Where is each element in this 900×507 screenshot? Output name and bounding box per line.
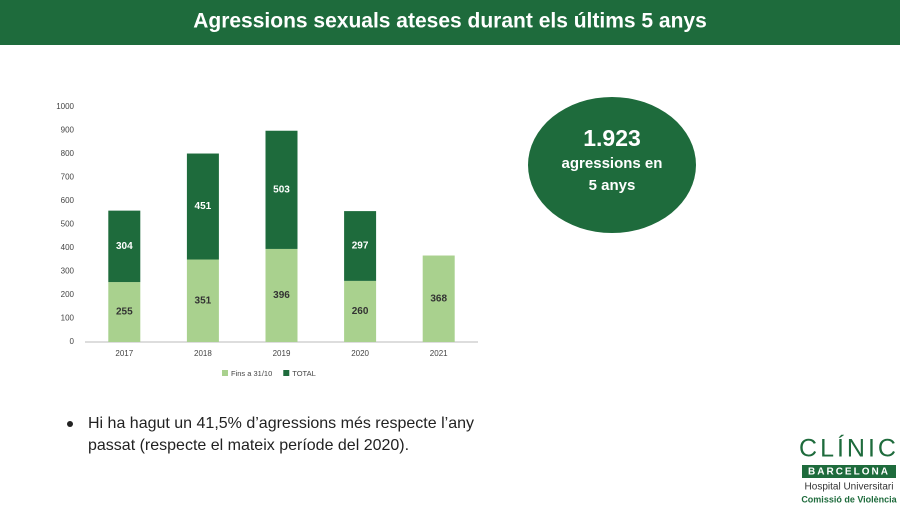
data-label: 396: [273, 290, 290, 301]
y-tick-label: 400: [61, 243, 75, 252]
bar-segment: [108, 210, 141, 283]
logo-subtitle: Hospital Universitari: [805, 482, 894, 493]
bullet-dot: [67, 421, 73, 427]
callout-text: agressions en: [562, 155, 663, 172]
logo-name: CLÍNIC: [799, 434, 899, 463]
data-label: 304: [116, 241, 133, 252]
y-tick-label: 600: [61, 196, 75, 205]
data-label: 368: [430, 293, 447, 304]
legend-label: Fins a 31/10: [231, 369, 272, 378]
x-tick-label: 2019: [273, 349, 291, 358]
data-label: 260: [352, 306, 369, 317]
y-tick-label: 300: [61, 267, 75, 276]
data-label: 503: [273, 184, 290, 195]
data-label: 351: [195, 295, 212, 306]
bar-segment: [186, 153, 219, 260]
y-tick-label: 500: [61, 220, 75, 229]
y-tick-label: 100: [61, 314, 75, 323]
logo-band: [802, 465, 896, 478]
callout-number: 1.923: [583, 125, 641, 151]
x-tick-label: 2020: [351, 349, 369, 358]
x-tick-label: 2017: [115, 349, 133, 358]
logo-city: BARCELONA: [808, 467, 890, 478]
legend-swatch: [222, 370, 228, 376]
bar-segment: [265, 248, 298, 342]
callout-circle: [528, 97, 696, 233]
x-tick-label: 2021: [430, 349, 448, 358]
y-tick-label: 800: [61, 149, 75, 158]
bar-segment: [186, 259, 219, 342]
y-tick-label: 700: [61, 173, 75, 182]
bar-segment: [344, 211, 377, 281]
bar-segment: [265, 130, 298, 249]
callout-text: 5 anys: [589, 177, 636, 194]
y-tick-label: 900: [61, 126, 75, 135]
data-label: 297: [352, 241, 369, 252]
chart: 0 100 200 300 400 500 600 700 800 900 1000 2017 255 3…: [56, 102, 478, 378]
legend-label: TOTAL: [292, 369, 315, 378]
legend-swatch: [283, 370, 290, 376]
logo-unit: Comissió de Violència: [801, 494, 897, 504]
bar-segment: [108, 282, 141, 342]
bar-segment: [344, 280, 377, 342]
header-band: [0, 0, 900, 45]
data-label: 451: [195, 201, 212, 212]
data-label: 255: [116, 307, 133, 318]
bar-segment: [422, 255, 455, 342]
y-tick-label: 0: [70, 337, 75, 346]
x-tick-label: 2018: [194, 349, 212, 358]
y-tick-label: 1000: [56, 102, 74, 111]
slide-title: Agressions sexuals ateses durant els últ…: [193, 10, 707, 33]
y-tick-label: 200: [61, 290, 75, 299]
bullet-text: passat (respecte el mateix període del 2…: [88, 437, 409, 454]
bullet-text: Hi ha hagut un 41,5% d’agressions més re…: [88, 415, 474, 432]
